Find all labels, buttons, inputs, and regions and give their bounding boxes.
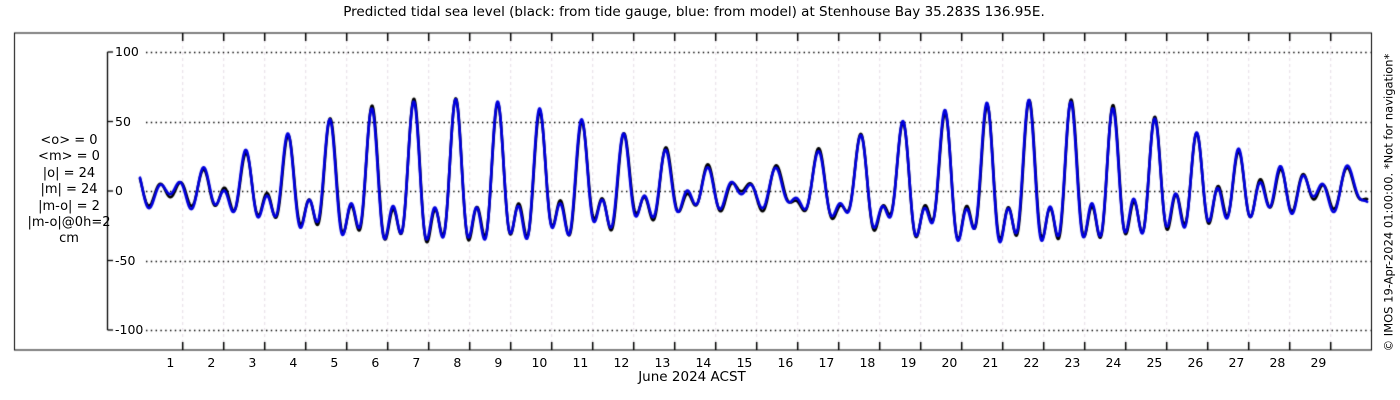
x-tick-label: 8 — [453, 355, 462, 370]
x-tick-label: 3 — [248, 355, 257, 370]
x-tick-label: 13 — [654, 355, 671, 370]
y-tick-label: 100 — [115, 44, 139, 59]
x-tick-label: 17 — [818, 355, 835, 370]
x-tick-label: 25 — [1146, 355, 1163, 370]
x-tick-label: 22 — [1023, 355, 1040, 370]
x-tick-label: 27 — [1228, 355, 1245, 370]
stats-line: |o| = 24 — [42, 165, 96, 181]
chart-title: Predicted tidal sea level (black: from t… — [343, 4, 1045, 20]
x-tick-label: 1 — [166, 355, 175, 370]
x-tick-label: 15 — [736, 355, 753, 370]
x-tick-label: 24 — [1105, 355, 1122, 370]
stats-line: <o> = 0 — [40, 133, 98, 148]
x-tick-label: 26 — [1187, 355, 1204, 370]
x-tick-label: 5 — [330, 355, 339, 370]
stats-line: |m-o| = 2 — [38, 198, 100, 214]
x-axis-label: June 2024 ACST — [638, 369, 746, 385]
x-tick-label: 20 — [941, 355, 958, 370]
copyright-notice: © IMOS 19-Apr-2024 01:00:00. *Not for na… — [1381, 53, 1396, 352]
stats-line: cm — [59, 231, 79, 247]
stats-line: |m| = 24 — [40, 182, 98, 198]
y-tick-label: 0 — [115, 183, 123, 198]
x-tick-label: 18 — [859, 355, 876, 370]
stats-line: |m-o|@0h=2 — [27, 215, 111, 231]
y-tick-label: 50 — [115, 113, 131, 129]
y-tick-label: -100 — [115, 322, 144, 337]
y-tick-label: -50 — [115, 252, 136, 268]
x-tick-label: 12 — [613, 355, 630, 370]
x-tick-label: 11 — [572, 355, 589, 370]
x-tick-label: 16 — [777, 355, 794, 370]
stats-block: <o> = 0 <m> = 0 |o| = 24 |m| = 24 |m-o| = 2 |… — [16, 133, 122, 248]
x-tick-label: 4 — [289, 355, 298, 370]
x-tick-label: 29 — [1310, 355, 1327, 370]
x-tick-label: 6 — [371, 355, 380, 370]
x-tick-label: 9 — [494, 355, 503, 370]
stats-line: <m> = 0 — [38, 149, 100, 165]
x-tick-label: 28 — [1269, 355, 1286, 370]
x-tick-label: 10 — [531, 355, 548, 370]
x-tick-label: 19 — [900, 355, 917, 370]
x-tick-label: 21 — [982, 355, 999, 370]
x-tick-label: 7 — [412, 355, 421, 370]
x-tick-label: 14 — [695, 355, 712, 370]
x-tick-label: 23 — [1064, 355, 1081, 370]
x-tick-label: 2 — [207, 355, 216, 370]
